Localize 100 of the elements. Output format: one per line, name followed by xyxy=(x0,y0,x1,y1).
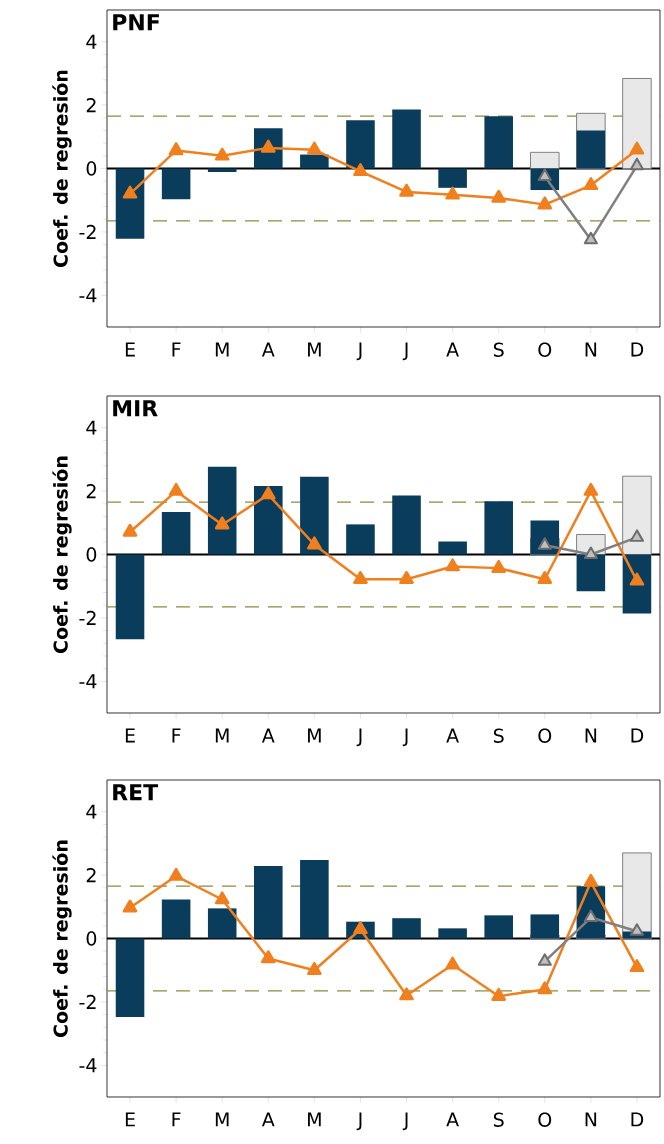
bar xyxy=(300,154,329,169)
bar xyxy=(530,151,560,169)
bar xyxy=(576,130,606,169)
x-tick-label: M xyxy=(215,1112,229,1127)
x-tick-label: A xyxy=(261,1112,275,1127)
bar xyxy=(161,512,191,555)
y-tick-label: 2 xyxy=(86,98,96,113)
point xyxy=(399,987,414,1001)
x-tick-label: J xyxy=(356,1112,362,1131)
y-tick-label: -2 xyxy=(79,224,96,239)
x-tick-label: M xyxy=(308,1112,321,1127)
point xyxy=(168,482,184,496)
point xyxy=(122,185,138,199)
x-tick-label: M xyxy=(215,728,229,743)
bar xyxy=(530,914,560,939)
bar xyxy=(484,116,513,169)
x-tick-label: D xyxy=(631,728,644,743)
bar xyxy=(438,928,467,939)
x-tick-label: E xyxy=(125,1112,135,1127)
x-tick-label: M xyxy=(308,342,321,357)
point xyxy=(445,186,460,200)
y-tick-label: -4 xyxy=(79,674,97,689)
y-tick-label: 0 xyxy=(86,161,97,176)
point xyxy=(122,899,138,913)
point xyxy=(491,987,507,1001)
point xyxy=(629,923,645,936)
y-tick-label: 2 xyxy=(86,484,96,499)
point xyxy=(399,570,414,584)
chart-title: MIR xyxy=(113,400,158,417)
point xyxy=(491,189,507,203)
y-axis-title: Coef. de regresión xyxy=(52,70,72,267)
bar xyxy=(346,120,375,169)
point xyxy=(122,523,138,537)
y-tick-label: 4 xyxy=(86,804,97,819)
bar xyxy=(161,899,191,939)
x-tick-label: A xyxy=(446,728,459,743)
point xyxy=(629,141,645,155)
y-tick-label: -2 xyxy=(79,994,96,1009)
bar xyxy=(115,168,145,239)
x-tick-label: J xyxy=(402,342,408,361)
x-tick-label: F xyxy=(172,1112,181,1127)
point xyxy=(583,546,598,559)
bar xyxy=(300,859,329,939)
point xyxy=(307,536,322,550)
point xyxy=(214,891,230,905)
bar xyxy=(300,476,329,555)
x-tick-label: O xyxy=(538,1112,552,1127)
point xyxy=(537,196,553,210)
y-tick-label: -4 xyxy=(79,1058,97,1073)
point xyxy=(445,558,460,572)
y-tick-label: 4 xyxy=(86,34,97,49)
x-tick-label: A xyxy=(261,728,275,743)
x-tick-label: A xyxy=(446,1112,459,1127)
bar xyxy=(438,541,467,555)
bar xyxy=(207,908,237,939)
bar xyxy=(254,486,283,555)
y-tick-label: 0 xyxy=(86,931,97,946)
point xyxy=(307,961,322,975)
bar xyxy=(392,109,421,169)
bar xyxy=(161,168,191,200)
point xyxy=(583,231,598,245)
x-tick-label: S xyxy=(493,728,504,743)
point xyxy=(629,959,645,973)
x-tick-label: J xyxy=(402,1112,408,1131)
point xyxy=(537,981,553,995)
x-tick-label: D xyxy=(631,342,644,357)
chart-title: RET xyxy=(113,784,159,801)
x-tick-label: M xyxy=(308,728,321,743)
bar xyxy=(207,466,237,555)
bar xyxy=(622,77,652,169)
point xyxy=(353,570,368,584)
point xyxy=(445,956,460,970)
point xyxy=(399,183,414,197)
x-tick-label: N xyxy=(585,342,597,357)
y-tick-label: 0 xyxy=(86,547,97,562)
bar xyxy=(576,554,606,592)
point xyxy=(583,873,599,887)
x-tick-label: F xyxy=(172,342,181,357)
bar xyxy=(346,524,375,555)
y-tick-label: -2 xyxy=(79,610,96,625)
point xyxy=(537,570,553,584)
bar xyxy=(392,918,421,939)
y-tick-label: -4 xyxy=(79,288,97,303)
bar xyxy=(392,495,421,555)
bar xyxy=(115,938,145,1018)
x-tick-label: J xyxy=(356,728,362,747)
x-tick-label: O xyxy=(538,342,552,357)
point xyxy=(168,867,184,881)
bar xyxy=(254,865,283,939)
point xyxy=(629,157,645,171)
point xyxy=(353,163,368,177)
x-tick-label: N xyxy=(585,1112,597,1127)
chart-title: PNF xyxy=(113,14,159,31)
y-axis-title: Coef. de regresión xyxy=(52,456,72,653)
x-tick-label: A xyxy=(446,342,459,357)
x-tick-label: S xyxy=(493,1112,504,1127)
point xyxy=(583,177,599,191)
point xyxy=(629,529,645,542)
point xyxy=(260,950,276,964)
point xyxy=(214,147,230,161)
